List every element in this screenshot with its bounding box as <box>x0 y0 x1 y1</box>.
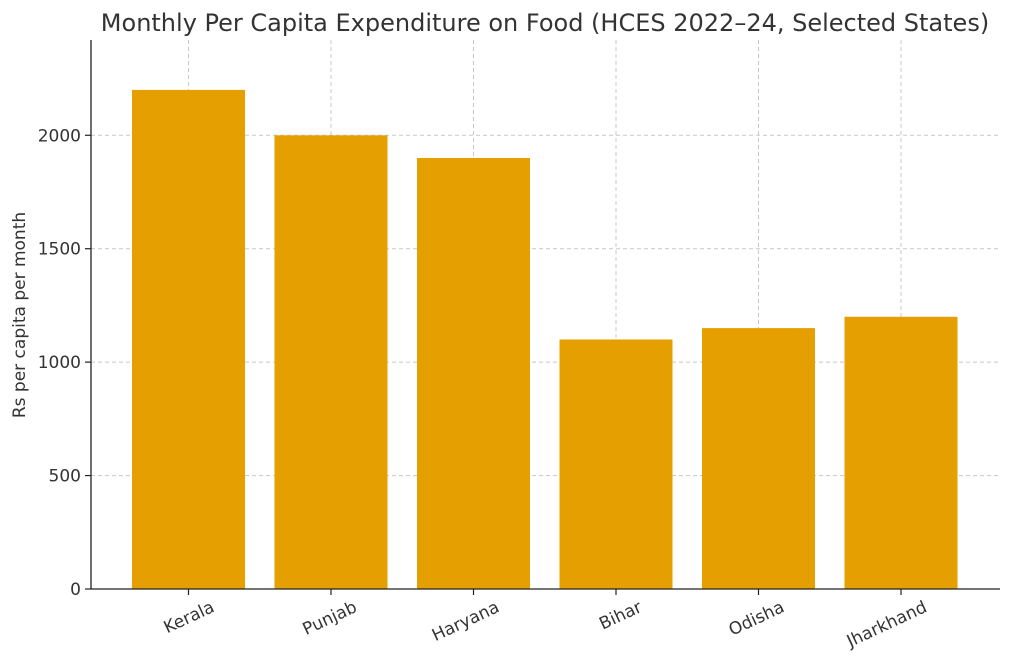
y-ticks: 0 500 1000 1500 2000 <box>38 126 91 600</box>
bars <box>132 89 958 589</box>
chart-title: Monthly Per Capita Expenditure on Food (… <box>101 9 989 37</box>
y-tick-label: 1500 <box>38 240 81 260</box>
y-tick-label: 2000 <box>38 126 81 146</box>
bar-jharkhand <box>844 316 958 589</box>
x-tick-label: Jharkhand <box>843 597 930 652</box>
y-tick-label: 1000 <box>38 353 81 373</box>
x-tick-label: Kerala <box>161 597 218 638</box>
bar-odisha <box>702 328 815 589</box>
bar-haryana <box>417 157 530 589</box>
y-tick-label: 500 <box>49 467 81 487</box>
x-tick-label: Odisha <box>726 597 788 640</box>
axes <box>90 40 1000 590</box>
y-tick-label: 0 <box>70 580 81 600</box>
bar-punjab <box>274 135 388 589</box>
bar-kerala <box>132 89 245 589</box>
x-ticks: Kerala Punjab Haryana Bihar Odisha Jharkhand <box>161 589 930 652</box>
y-axis-label: Rs per capita per month <box>10 212 30 418</box>
x-tick-label: Punjab <box>300 597 361 639</box>
bar-bihar <box>559 339 673 589</box>
x-tick-label: Bihar <box>596 597 645 634</box>
x-tick-label: Haryana <box>429 597 503 646</box>
